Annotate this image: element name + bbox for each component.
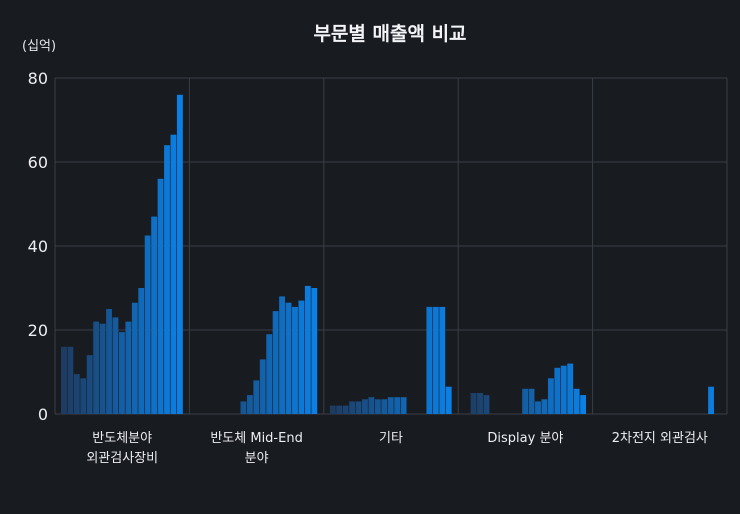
bar — [266, 334, 273, 414]
bar — [541, 399, 548, 414]
bar — [240, 401, 247, 414]
bar — [144, 235, 151, 414]
bar-group — [329, 306, 452, 414]
bar — [362, 399, 368, 414]
y-tick-label: 80 — [28, 69, 48, 88]
x-tick-label: 반도체분야 — [92, 431, 152, 446]
chart-title: 부문별 매출액 비교 — [313, 23, 466, 45]
y-tick-label: 60 — [28, 153, 48, 172]
y-axis-unit: (십억) — [22, 39, 56, 54]
bar — [176, 94, 183, 415]
bar — [285, 302, 292, 414]
bar — [432, 306, 439, 414]
bar — [131, 302, 138, 414]
bar — [298, 300, 305, 414]
x-tick-label: 기타 — [379, 431, 403, 446]
bar — [80, 378, 87, 414]
bar — [381, 399, 388, 414]
bar-group — [470, 363, 586, 414]
bar — [439, 306, 446, 414]
bar — [279, 296, 285, 414]
bar — [445, 386, 452, 414]
bar — [138, 288, 145, 414]
bar — [118, 332, 125, 414]
bar — [394, 397, 401, 414]
bar-group — [61, 94, 183, 415]
bar — [253, 380, 260, 414]
x-tick-label: 분야 — [245, 451, 269, 466]
bar — [112, 317, 119, 414]
bar — [554, 367, 561, 414]
bar — [560, 365, 567, 414]
bar — [272, 311, 279, 414]
bars — [61, 94, 714, 415]
bar — [73, 374, 80, 414]
bar — [368, 397, 375, 414]
bar — [157, 178, 164, 414]
y-axis: 0 20 40 60 80 — [28, 69, 48, 424]
bar — [522, 388, 529, 414]
bar — [567, 363, 574, 414]
bar — [292, 306, 298, 414]
bar — [387, 397, 394, 414]
bar — [304, 285, 311, 414]
bar — [170, 134, 177, 414]
bar — [61, 346, 67, 414]
bar — [125, 321, 132, 414]
bar — [573, 388, 580, 414]
bar — [342, 405, 349, 414]
bar — [106, 309, 112, 414]
bar — [535, 401, 541, 414]
bar — [470, 393, 477, 414]
bar — [246, 395, 253, 414]
bar — [67, 346, 74, 414]
x-tick-label: 반도체 Mid-End — [210, 431, 303, 446]
x-tick-label: 2차전지 외관검사 — [612, 431, 708, 446]
bar — [477, 393, 483, 414]
bar — [426, 306, 433, 414]
bar — [329, 405, 336, 414]
bar — [528, 388, 535, 414]
bar — [336, 405, 343, 414]
bar — [349, 401, 355, 414]
bar — [708, 386, 714, 414]
bar — [164, 145, 170, 414]
bar — [86, 355, 93, 414]
bar-group — [708, 386, 714, 414]
bar — [374, 399, 381, 414]
bar — [547, 378, 554, 414]
bar — [93, 321, 100, 414]
bar — [400, 397, 407, 414]
y-tick-label: 40 — [28, 237, 48, 256]
x-tick-label: 외관검사장비 — [86, 451, 158, 466]
bar — [151, 216, 158, 414]
y-tick-label: 0 — [38, 405, 48, 424]
bar — [99, 323, 106, 414]
bar — [580, 395, 586, 414]
bar — [259, 359, 266, 414]
x-tick-label: Display 분야 — [487, 431, 563, 446]
bar — [311, 288, 318, 414]
bar-group — [240, 285, 318, 414]
y-tick-label: 20 — [28, 321, 48, 340]
bar — [483, 395, 490, 414]
bar — [355, 401, 362, 414]
